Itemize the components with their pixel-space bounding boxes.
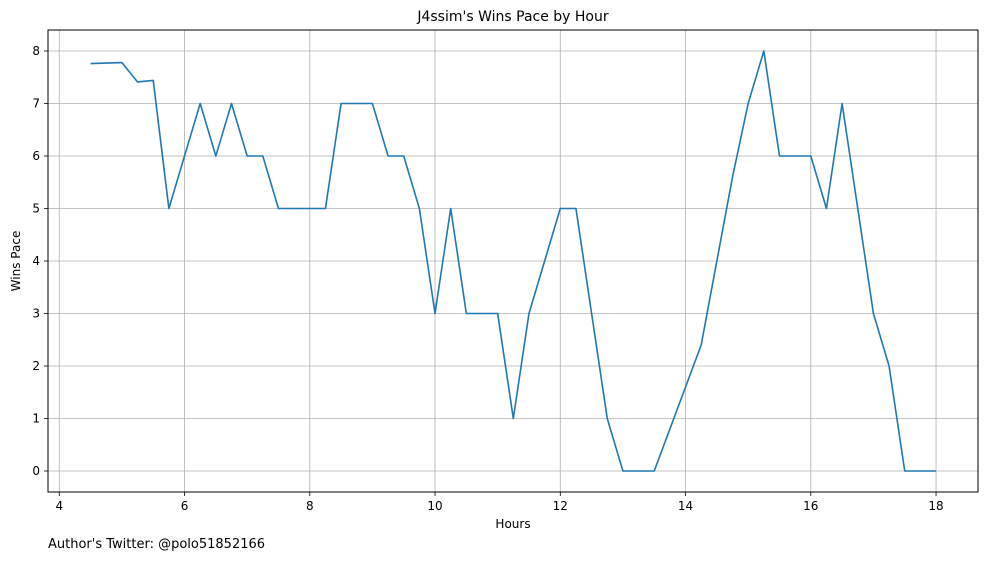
author-credit: Author's Twitter: @polo51852166 [48, 537, 266, 552]
y-tick-label: 2 [32, 359, 40, 373]
x-tick-label: 18 [928, 499, 943, 513]
x-tick-label: 6 [181, 499, 189, 513]
x-tick-label: 10 [427, 499, 442, 513]
x-tick-label: 8 [306, 499, 314, 513]
y-tick-label: 5 [32, 202, 40, 216]
y-axis-label: Wins Pace [9, 231, 23, 292]
x-tick-label: 16 [803, 499, 818, 513]
y-tick-label: 8 [32, 44, 40, 58]
chart-title: J4ssim's Wins Pace by Hour [416, 9, 609, 25]
x-tick-label: 12 [553, 499, 568, 513]
y-tick-label: 1 [32, 412, 40, 426]
x-axis-label: Hours [495, 517, 530, 531]
series-line [90, 50, 937, 472]
gridlines [48, 30, 978, 492]
y-tick-label: 0 [32, 464, 40, 478]
x-tick-label: 14 [678, 499, 693, 513]
y-tick-label: 4 [32, 254, 40, 268]
y-tick-label: 7 [32, 97, 40, 111]
series-layer [90, 50, 937, 472]
y-tick-label: 6 [32, 149, 40, 163]
y-tick-label: 3 [32, 307, 40, 321]
x-tick-label: 4 [55, 499, 63, 513]
